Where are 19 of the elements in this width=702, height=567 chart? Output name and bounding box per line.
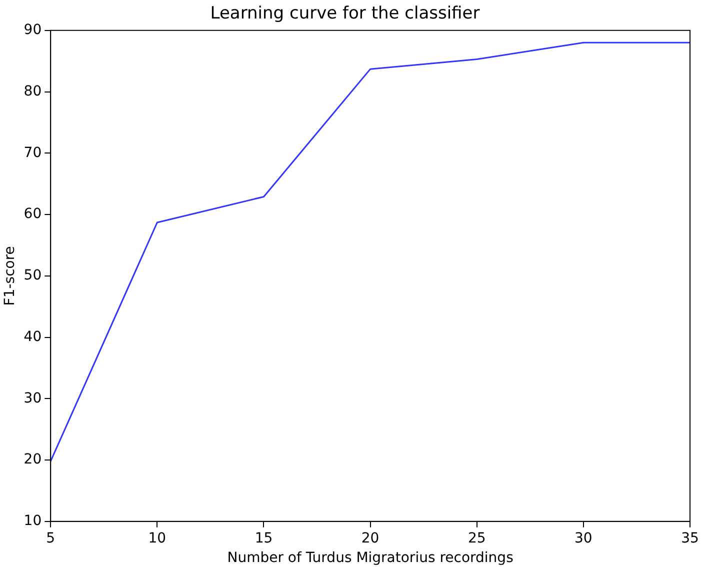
x-tick-label: 10 — [148, 530, 166, 546]
x-tick-label: 30 — [574, 530, 592, 546]
y-tick-label: 60 — [24, 206, 42, 222]
x-axis-title: Number of Turdus Migratorius recordings — [227, 550, 514, 566]
y-tick-label: 40 — [24, 328, 42, 345]
x-tick-label: 35 — [681, 530, 699, 546]
y-axis-title: F1-score — [2, 246, 18, 306]
y-tick-label: 90 — [24, 22, 42, 38]
y-tick-label: 10 — [24, 513, 42, 530]
y-tick-label: 30 — [24, 390, 42, 406]
y-tick-label: 70 — [24, 144, 42, 161]
chart-title: Learning curve for the classifier — [210, 4, 480, 24]
y-tick-label: 50 — [24, 268, 42, 284]
x-tick-label: 25 — [468, 530, 486, 546]
y-tick-label: 20 — [24, 452, 42, 468]
x-tick-label: 5 — [46, 530, 56, 546]
y-tick-label: 80 — [24, 83, 42, 100]
x-tick-label: 15 — [254, 530, 273, 546]
x-tick-label: 20 — [361, 530, 380, 546]
